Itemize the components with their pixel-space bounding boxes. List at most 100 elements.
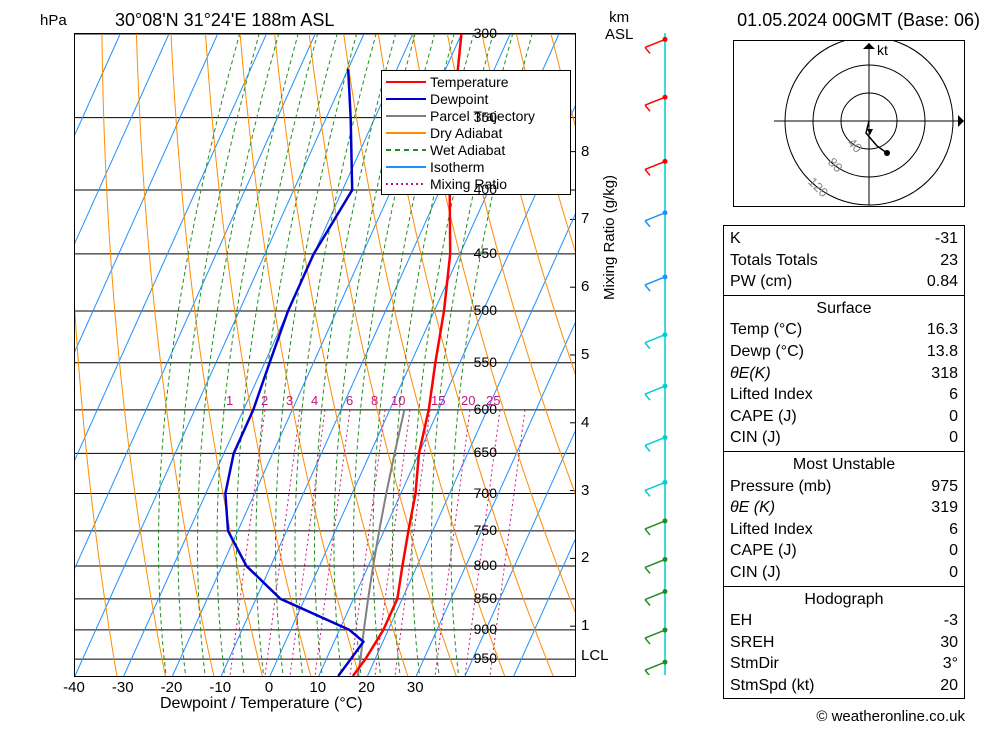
- param-value: -31: [935, 228, 958, 250]
- param-label: Totals Totals: [730, 250, 818, 272]
- param-row: PW (cm) 0.84: [730, 271, 958, 293]
- legend-label: Dry Adiabat: [430, 125, 502, 141]
- datetime-title: 01.05.2024 00GMT (Base: 06): [737, 10, 980, 31]
- param-value: 318: [931, 363, 958, 385]
- param-value: 0.84: [927, 271, 958, 293]
- param-label: StmSpd (kt): [730, 675, 814, 697]
- xtick-temp: 10: [309, 679, 326, 696]
- param-label: PW (cm): [730, 271, 792, 293]
- svg-text:kt: kt: [877, 42, 888, 58]
- param-row: CAPE (J)0: [730, 406, 958, 428]
- hodograph-svg: kt 4080120: [734, 41, 964, 206]
- legend-row: Dewpoint: [386, 90, 566, 107]
- mixing-ratio-value: 15: [431, 393, 445, 408]
- param-value: -3: [944, 610, 958, 632]
- svg-text:40: 40: [844, 135, 865, 156]
- param-value: 0: [949, 540, 958, 562]
- xtick-temp: 0: [265, 679, 273, 696]
- legend-label: Dewpoint: [430, 91, 488, 107]
- ytick-km: 6: [581, 278, 589, 295]
- param-row: K-31: [730, 228, 958, 250]
- y-axis-right-label: kmASL: [605, 10, 633, 43]
- legend: TemperatureDewpointParcel TrajectoryDry …: [381, 70, 571, 195]
- ytick-pressure: 400: [457, 181, 497, 197]
- param-value: 975: [931, 476, 958, 498]
- param-label: EH: [730, 610, 752, 632]
- param-label: CIN (J): [730, 562, 781, 584]
- param-row: Dewp (°C)13.8: [730, 341, 958, 363]
- mixing-ratio-value: 10: [391, 393, 405, 408]
- legend-label: Temperature: [430, 74, 509, 90]
- param-value: 13.8: [927, 341, 958, 363]
- mixing-ratio-value: 6: [346, 393, 353, 408]
- skewt-chart: TemperatureDewpointParcel TrajectoryDry …: [74, 33, 576, 677]
- xtick-temp: 20: [358, 679, 375, 696]
- param-value: 319: [931, 497, 958, 519]
- param-row: EH -3: [730, 610, 958, 632]
- mixing-ratio-label: Mixing Ratio (g/kg): [601, 175, 618, 300]
- param-row: Pressure (mb) 975: [730, 476, 958, 498]
- legend-row: Temperature: [386, 73, 566, 90]
- ytick-pressure: 450: [457, 245, 497, 261]
- param-value: 0: [949, 562, 958, 584]
- param-label: θE(K): [730, 363, 771, 385]
- param-label: θE (K): [730, 497, 775, 519]
- legend-row: Dry Adiabat: [386, 124, 566, 141]
- param-row: θE(K) 318: [730, 363, 958, 385]
- mixing-ratio-value: 1: [226, 393, 233, 408]
- xtick-temp: -20: [161, 679, 183, 696]
- ytick-pressure: 550: [457, 354, 497, 370]
- ytick-km: 4: [581, 414, 589, 431]
- param-label: StmDir: [730, 653, 779, 675]
- ytick-pressure: 350: [457, 109, 497, 125]
- parameters-table: K-31Totals Totals23PW (cm)0.84 SurfaceTe…: [723, 225, 965, 699]
- mixing-ratio-value: 3: [286, 393, 293, 408]
- svg-text:120: 120: [805, 174, 831, 200]
- param-value: 6: [949, 384, 958, 406]
- hodograph-header: Hodograph: [730, 589, 958, 611]
- param-label: SREH: [730, 632, 774, 654]
- xtick-temp: -30: [112, 679, 134, 696]
- param-row: CAPE (J)0: [730, 540, 958, 562]
- ytick-km: 5: [581, 346, 589, 363]
- param-row: CIN (J) 0: [730, 562, 958, 584]
- legend-row: Wet Adiabat: [386, 141, 566, 158]
- param-label: CIN (J): [730, 427, 781, 449]
- surface-header: Surface: [730, 298, 958, 320]
- xtick-temp: -40: [63, 679, 85, 696]
- skewt-container: 30°08'N 31°24'E 188m ASL 01.05.2024 00GM…: [0, 0, 1000, 733]
- param-value: 0: [949, 427, 958, 449]
- mixing-ratio-value: 20: [461, 393, 475, 408]
- svg-text:80: 80: [825, 155, 846, 176]
- param-label: Pressure (mb): [730, 476, 831, 498]
- ytick-km: 2: [581, 549, 589, 566]
- param-row: StmSpd (kt) 20: [730, 675, 958, 697]
- ytick-pressure: 300: [457, 25, 497, 41]
- param-value: 20: [940, 675, 958, 697]
- param-value: 16.3: [927, 319, 958, 341]
- param-value: 30: [940, 632, 958, 654]
- param-label: CAPE (J): [730, 406, 797, 428]
- ytick-pressure: 900: [457, 621, 497, 637]
- ytick-pressure: 700: [457, 485, 497, 501]
- mixing-ratio-value: 4: [311, 393, 318, 408]
- ytick-pressure: 800: [457, 557, 497, 573]
- lcl-label: LCL: [581, 647, 609, 664]
- mixing-ratio-value: 2: [261, 393, 268, 408]
- mu-header: Most Unstable: [730, 454, 958, 476]
- mixing-ratio-value: 25: [486, 393, 500, 408]
- param-row: Lifted Index 6: [730, 384, 958, 406]
- param-value: 3°: [943, 653, 958, 675]
- param-label: Lifted Index: [730, 384, 813, 406]
- param-row: Lifted Index 6: [730, 519, 958, 541]
- xtick-temp: 30: [407, 679, 424, 696]
- legend-label: Wet Adiabat: [430, 142, 505, 158]
- param-label: Lifted Index: [730, 519, 813, 541]
- param-label: Temp (°C): [730, 319, 802, 341]
- legend-label: Isotherm: [430, 159, 484, 175]
- param-row: CIN (J) 0: [730, 427, 958, 449]
- ytick-km: 8: [581, 143, 589, 160]
- param-value: 6: [949, 519, 958, 541]
- location-title: 30°08'N 31°24'E 188m ASL: [115, 10, 334, 31]
- xtick-temp: -10: [209, 679, 231, 696]
